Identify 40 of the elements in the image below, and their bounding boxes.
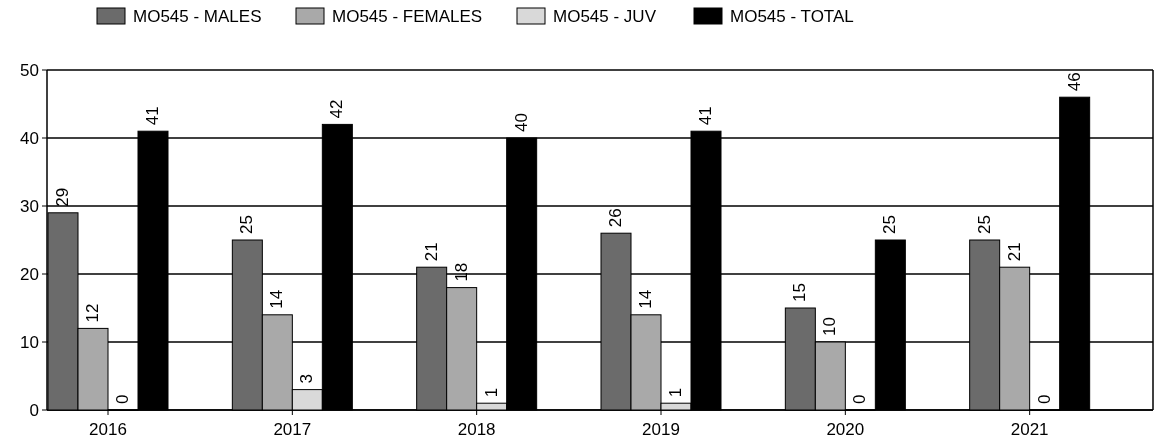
data-label: 26	[606, 208, 625, 228]
data-label: 25	[880, 215, 900, 234]
y-tick-label: 20	[20, 265, 39, 284]
data-label: 18	[451, 262, 471, 282]
y-tick-label: 40	[20, 129, 39, 148]
data-label: 41	[696, 106, 715, 126]
y-tick-label: 10	[20, 333, 39, 352]
legend-label: MO545 - TOTAL	[730, 7, 854, 26]
data-label: 0	[1034, 394, 1054, 404]
y-tick-label: 0	[29, 401, 39, 420]
legend-label: MO545 - MALES	[133, 7, 262, 26]
x-tick-label: 2017	[273, 420, 312, 439]
legend-label: MO545 - JUV	[553, 7, 657, 26]
data-label: 3	[297, 374, 317, 384]
data-label: 1	[481, 387, 501, 398]
x-tick-label: 2021	[1010, 420, 1049, 439]
data-label: 40	[511, 113, 531, 132]
data-label: 41	[143, 106, 162, 126]
data-label: 10	[820, 317, 840, 336]
y-tick-label: 30	[20, 197, 39, 216]
x-tick-label: 2020	[826, 420, 865, 439]
y-tick-label: 50	[20, 61, 39, 80]
data-label: 25	[974, 215, 994, 234]
data-label: 15	[790, 283, 810, 302]
data-label: 25	[237, 215, 257, 234]
data-label: 0	[850, 394, 870, 404]
x-tick-label: 2016	[89, 420, 127, 439]
data-label: 46	[1064, 72, 1084, 92]
data-label: 21	[421, 242, 441, 262]
data-label: 1	[666, 387, 685, 398]
x-tick-label: 2018	[457, 420, 496, 439]
data-label: 14	[267, 289, 287, 309]
data-label: 0	[113, 394, 132, 404]
data-label: 12	[83, 303, 102, 323]
data-label: 14	[636, 289, 655, 309]
x-tick-label: 2019	[642, 420, 680, 439]
legend-label: MO545 - FEMALES	[332, 7, 483, 26]
data-label: 21	[1004, 242, 1024, 262]
data-label: 29	[53, 187, 72, 207]
data-label: 42	[327, 99, 347, 119]
